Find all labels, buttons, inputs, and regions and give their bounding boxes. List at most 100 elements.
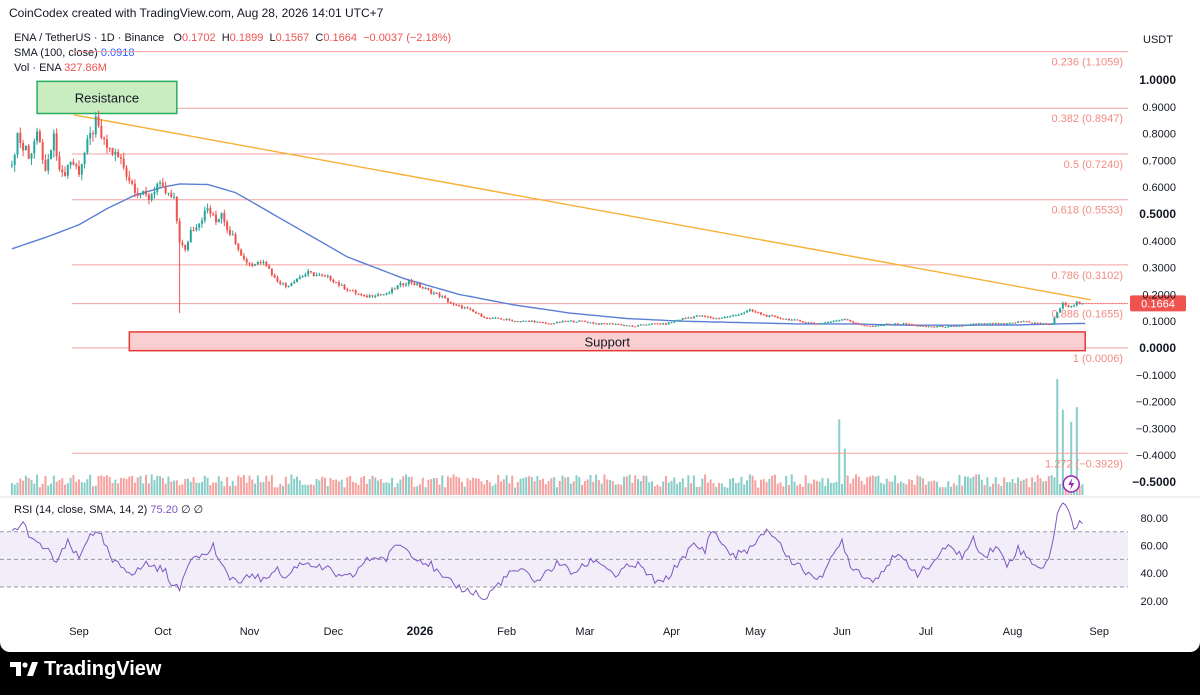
symbol-row[interactable]: ENA / TetherUS · 1D · Binance O0.1702 H0… bbox=[14, 31, 451, 46]
candle-body bbox=[226, 221, 229, 230]
candle-body bbox=[896, 323, 899, 325]
volume-bar bbox=[61, 478, 64, 495]
candle-body bbox=[391, 288, 394, 293]
volume-bar bbox=[530, 477, 533, 495]
candle-body bbox=[810, 322, 813, 324]
volume-bar bbox=[52, 475, 55, 495]
volume-bar bbox=[399, 479, 402, 495]
candle-body bbox=[712, 317, 715, 319]
candle-body bbox=[637, 325, 639, 327]
rsi-legend[interactable]: RSI (14, close, SMA, 14, 2) 75.20 ∅ ∅ bbox=[14, 503, 203, 516]
candle-body bbox=[424, 287, 427, 289]
candle-body bbox=[790, 319, 793, 321]
volume-bar bbox=[852, 478, 855, 495]
volume-bar bbox=[670, 480, 673, 495]
volume-bar bbox=[1019, 480, 1022, 495]
candle-body bbox=[969, 324, 972, 326]
volume-bar bbox=[606, 479, 609, 495]
volume-bar bbox=[122, 477, 125, 495]
tradingview-footer[interactable]: TradingView bbox=[10, 657, 161, 681]
price-chart[interactable]: 0.236 (1.1059) 0.382 (0.8947) 0.5 (0.7240)… bbox=[0, 0, 1200, 652]
candle-body bbox=[1059, 308, 1062, 313]
candle-body bbox=[142, 190, 145, 195]
candle-body bbox=[458, 305, 461, 307]
volume-bar bbox=[119, 478, 122, 495]
volume-bar bbox=[491, 485, 494, 495]
candle-body bbox=[743, 312, 746, 314]
volume-bar bbox=[382, 482, 385, 495]
candle-body bbox=[290, 283, 293, 286]
volume-bar bbox=[181, 484, 184, 495]
candle-body bbox=[933, 326, 936, 328]
volume-bar bbox=[1005, 482, 1008, 495]
volume-bar bbox=[217, 476, 220, 495]
candle-body bbox=[27, 145, 30, 159]
volume-bar bbox=[441, 475, 444, 495]
volume-bar bbox=[273, 487, 276, 495]
volume-bar bbox=[1036, 475, 1039, 495]
volume-bar bbox=[712, 483, 715, 495]
candle-body bbox=[740, 313, 743, 315]
volume-bar bbox=[153, 480, 156, 495]
volume-bar bbox=[298, 480, 301, 495]
volume-bar bbox=[578, 477, 581, 495]
candle-body bbox=[516, 321, 519, 323]
candle-body bbox=[125, 167, 128, 177]
volume-legend-row[interactable]: Vol · ENA 327.86M bbox=[14, 61, 451, 76]
volume-bar bbox=[818, 481, 821, 495]
volume-bar bbox=[555, 487, 558, 495]
candle-body bbox=[625, 325, 628, 327]
volume-bar bbox=[843, 448, 846, 495]
volume-bar bbox=[75, 481, 78, 495]
candle-body bbox=[611, 323, 614, 325]
candle-body bbox=[58, 156, 61, 170]
volume-bar bbox=[785, 475, 788, 495]
candle-body bbox=[885, 323, 888, 326]
trendline-layer bbox=[73, 114, 1091, 301]
volume-bar bbox=[55, 481, 58, 495]
candle-body bbox=[444, 296, 447, 299]
candle-body bbox=[228, 229, 231, 235]
candle-body bbox=[759, 312, 762, 315]
candle-body bbox=[941, 325, 944, 328]
volume-bar bbox=[463, 486, 466, 495]
candle-body bbox=[178, 221, 181, 243]
volume-value: 327.86M bbox=[64, 62, 107, 74]
volume-bar bbox=[337, 481, 340, 495]
candle-body bbox=[446, 298, 449, 302]
time-tick-label: Nov bbox=[240, 626, 260, 638]
candle-body bbox=[150, 194, 153, 200]
candle-body bbox=[762, 314, 765, 316]
volume-bar bbox=[368, 479, 371, 495]
fibonacci-levels: 0.236 (1.1059) 0.382 (0.8947) 0.5 (0.7240)… bbox=[72, 51, 1128, 470]
trendline bbox=[73, 114, 1091, 301]
candle-body bbox=[821, 323, 824, 325]
symbol-name[interactable]: ENA / TetherUS · 1D · Binance bbox=[14, 32, 165, 44]
candle-body bbox=[203, 210, 206, 221]
candle-body bbox=[337, 282, 340, 286]
price-tick-label: 0.7000 bbox=[1142, 155, 1176, 167]
tradingview-logo-icon bbox=[10, 662, 38, 676]
candle-body bbox=[254, 264, 257, 266]
volume-bar bbox=[718, 482, 721, 495]
volume-bar bbox=[58, 480, 61, 495]
candle-body bbox=[947, 326, 950, 328]
candle-body bbox=[505, 319, 508, 321]
candle-body bbox=[206, 208, 209, 211]
candle-body bbox=[105, 139, 108, 148]
sma-legend-row[interactable]: SMA (100, close) 0.0918 bbox=[14, 46, 451, 61]
candle-body bbox=[209, 208, 212, 214]
time-tick-label: Apr bbox=[663, 626, 680, 638]
candle-body bbox=[698, 315, 701, 317]
volume-bar bbox=[89, 474, 92, 495]
volume-bar bbox=[877, 475, 880, 495]
volume-bar bbox=[245, 482, 248, 495]
price-tick-label: 0.8000 bbox=[1142, 129, 1176, 141]
volume-bar bbox=[827, 478, 830, 495]
volume-bar bbox=[874, 476, 877, 495]
fib-label-0: 0.236 (1.1059) bbox=[1051, 57, 1123, 69]
volume-bar bbox=[265, 475, 268, 495]
candle-body bbox=[89, 133, 92, 139]
volume-bar bbox=[477, 478, 480, 495]
